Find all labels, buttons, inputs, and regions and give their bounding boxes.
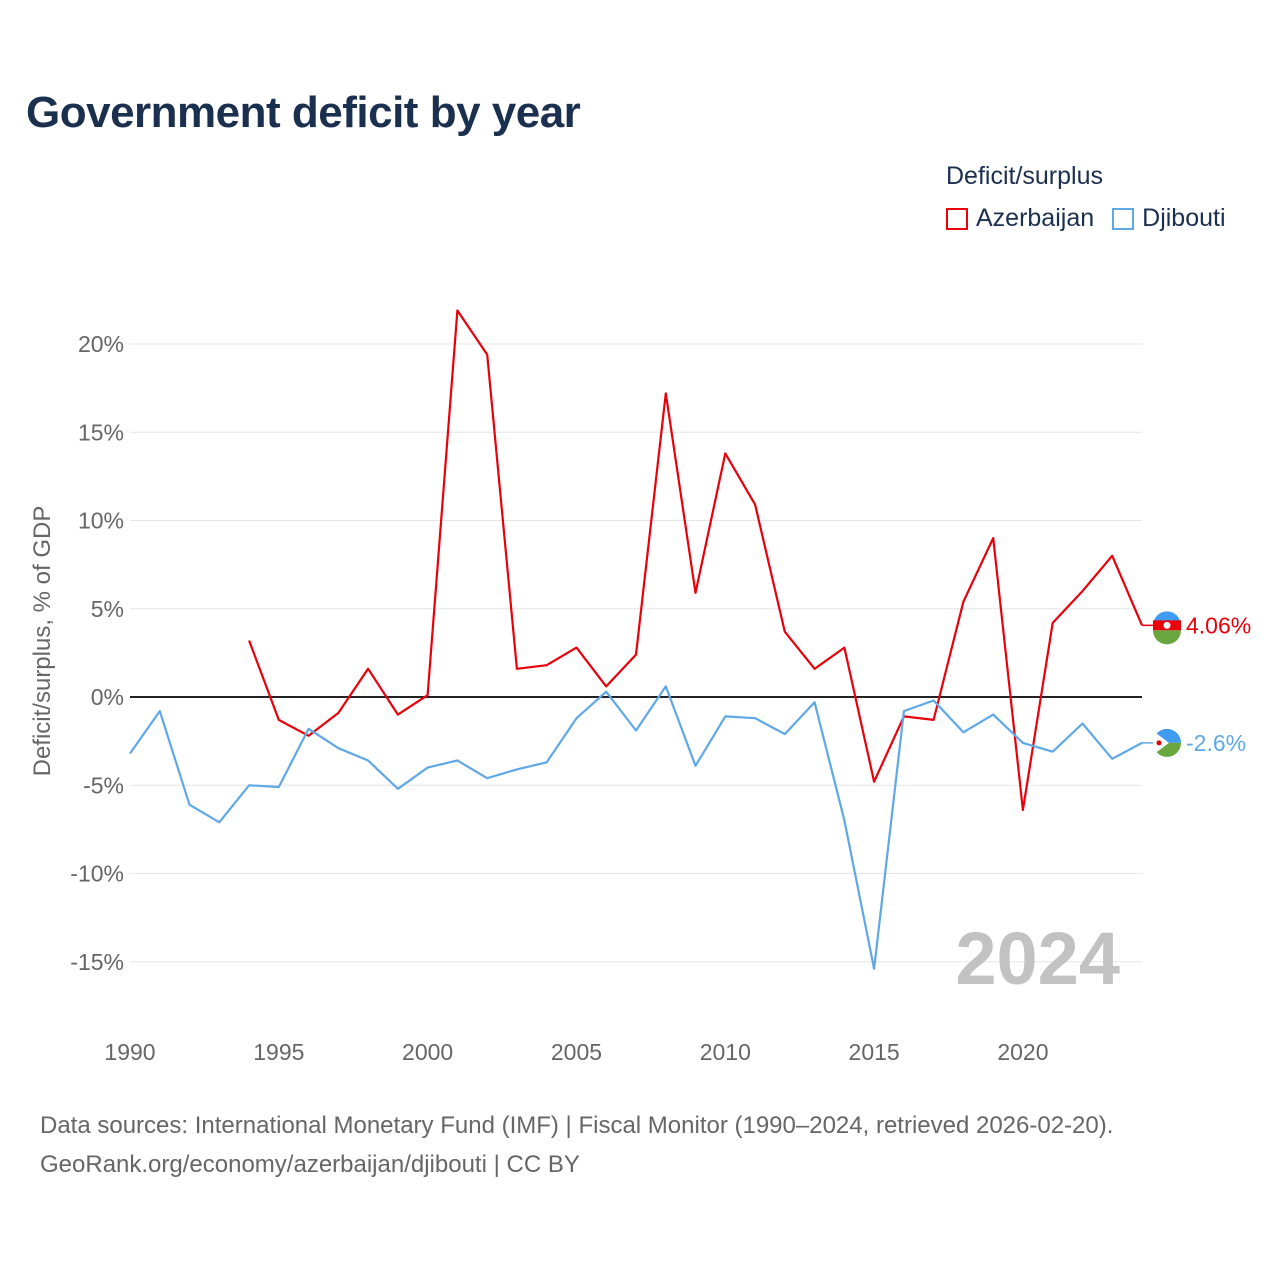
flag-star bbox=[1156, 740, 1162, 746]
y-tick-label: -15% bbox=[70, 949, 124, 975]
y-tick-label: 5% bbox=[91, 596, 124, 622]
azerbaijan-flag-icon bbox=[1153, 611, 1181, 645]
legend-label-djibouti: Djibouti bbox=[1142, 204, 1226, 232]
y-tick-label: 15% bbox=[78, 419, 124, 445]
x-axis-ticks: 1990 1995 2000 2005 2010 2015 2020 bbox=[104, 1039, 1048, 1065]
legend-label-azerbaijan: Azerbaijan bbox=[976, 204, 1095, 232]
y-axis-label: Deficit/surplus, % of GDP bbox=[29, 506, 56, 777]
series-line-djibouti bbox=[129, 685, 1143, 970]
y-tick-label: -10% bbox=[70, 861, 124, 887]
y-axis-ticks: 20% 15% 10% 5% 0% -5% -10% -15% bbox=[70, 331, 124, 975]
x-tick-label: 2005 bbox=[551, 1039, 602, 1065]
x-tick-label: 2000 bbox=[402, 1039, 453, 1065]
series-end-markers: 4.06% -2.6% bbox=[1142, 611, 1251, 757]
x-tick-label: 1995 bbox=[253, 1039, 304, 1065]
year-watermark: 2024 bbox=[955, 917, 1120, 1000]
legend: Azerbaijan Djibouti bbox=[946, 204, 1244, 233]
y-tick-label: 20% bbox=[78, 331, 124, 357]
end-value-label: -2.6% bbox=[1186, 730, 1246, 756]
x-tick-label: 1990 bbox=[104, 1039, 155, 1065]
gridlines bbox=[130, 343, 1142, 963]
chart-title: Government deficit by year bbox=[26, 88, 581, 137]
series-line-azerbaijan bbox=[248, 309, 1144, 812]
x-tick-label: 2020 bbox=[997, 1039, 1048, 1065]
series-lines bbox=[129, 309, 1144, 970]
legend-swatch-djibouti bbox=[1112, 207, 1135, 230]
x-tick-label: 2010 bbox=[700, 1039, 751, 1065]
y-tick-label: -5% bbox=[83, 772, 124, 798]
x-tick-label: 2015 bbox=[849, 1039, 900, 1065]
y-tick-label: 10% bbox=[78, 508, 124, 534]
end-value-label: 4.06% bbox=[1186, 612, 1251, 638]
flag-crescent bbox=[1163, 621, 1171, 629]
flag-band bbox=[1153, 630, 1181, 645]
legend-swatch-azerbaijan bbox=[946, 207, 968, 230]
legend-title: Deficit/surplus bbox=[946, 162, 1103, 190]
legend-item-djibouti[interactable]: Djibouti bbox=[1112, 204, 1226, 233]
y-tick-label: 0% bbox=[91, 684, 124, 710]
footer-link[interactable]: GeoRank.org/economy/azerbaijan/djibouti … bbox=[40, 1151, 580, 1178]
footer-sources: Data sources: International Monetary Fun… bbox=[40, 1112, 1114, 1139]
footer: Data sources: International Monetary Fun… bbox=[40, 1106, 1113, 1184]
djibouti-flag-icon bbox=[1153, 728, 1181, 757]
legend-item-azerbaijan[interactable]: Azerbaijan bbox=[946, 204, 1094, 233]
